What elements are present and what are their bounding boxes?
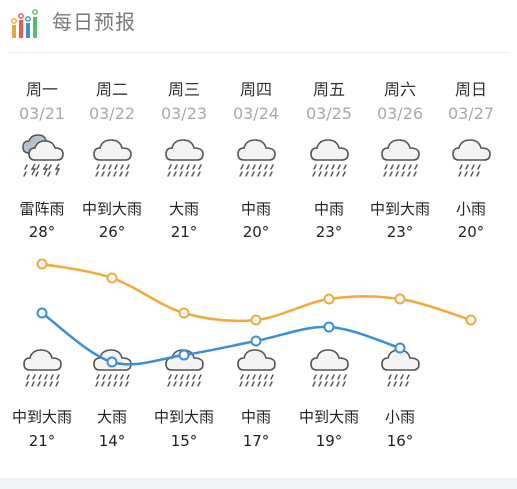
high-temp-line-point bbox=[36, 258, 48, 270]
high-temp-line bbox=[41, 262, 472, 323]
day-date: 03/26 bbox=[376, 104, 424, 123]
low-temp: 16° bbox=[386, 432, 414, 450]
light-rain-icon bbox=[452, 139, 491, 177]
day-condition: 中雨 bbox=[313, 200, 344, 218]
day-date: 03/21 bbox=[18, 104, 66, 123]
high-temp: 20° bbox=[242, 223, 270, 241]
high-temp: 26° bbox=[98, 223, 126, 241]
low-temp-line-point bbox=[178, 349, 190, 361]
heavy-rain-icon bbox=[23, 349, 62, 387]
low-temp-line-point bbox=[394, 342, 406, 354]
high-temp-line-point bbox=[250, 314, 262, 326]
low-temp-line-point bbox=[106, 356, 118, 368]
page-title: 每日预报 bbox=[52, 10, 136, 34]
chart-bars-icon bbox=[11, 9, 38, 38]
day-date: 03/23 bbox=[160, 104, 208, 123]
high-temp-line-point bbox=[106, 272, 118, 284]
day-condition: 中雨 bbox=[240, 200, 271, 218]
high-temp: 23° bbox=[315, 223, 343, 241]
day-date: 03/27 bbox=[447, 104, 495, 123]
night-condition: 中到大雨 bbox=[11, 408, 72, 426]
rain-icon bbox=[237, 139, 276, 177]
low-temp-line bbox=[41, 311, 401, 366]
day-name: 周六 bbox=[383, 80, 416, 99]
high-temp: 23° bbox=[386, 223, 414, 241]
day-condition: 大雨 bbox=[168, 200, 199, 218]
rain-icon bbox=[237, 349, 276, 387]
night-condition: 大雨 bbox=[96, 408, 127, 426]
low-temp: 17° bbox=[242, 432, 270, 450]
high-temp-line-point bbox=[178, 307, 190, 319]
low-temp: 19° bbox=[315, 432, 343, 450]
day-condition: 中到大雨 bbox=[81, 200, 142, 218]
day-condition: 雷阵雨 bbox=[19, 200, 65, 218]
high-temp-line-point bbox=[465, 314, 477, 326]
low-temp-line-point bbox=[323, 321, 335, 333]
night-condition: 小雨 bbox=[384, 408, 415, 426]
heavy-rain-icon bbox=[165, 139, 204, 177]
day-date: 03/24 bbox=[232, 104, 280, 123]
night-condition: 中到大雨 bbox=[153, 408, 214, 426]
divider bbox=[8, 52, 509, 53]
low-temp: 21° bbox=[28, 432, 56, 450]
header: 每日预报 bbox=[0, 0, 517, 53]
high-temp: 21° bbox=[170, 223, 198, 241]
day-name: 周日 bbox=[454, 80, 487, 99]
day-date: 03/25 bbox=[305, 104, 353, 123]
day-condition: 中到大雨 bbox=[369, 200, 430, 218]
heavy-rain-icon bbox=[93, 139, 132, 177]
low-temp: 15° bbox=[170, 432, 198, 450]
night-condition: 中到大雨 bbox=[298, 408, 359, 426]
low-temp: 14° bbox=[98, 432, 126, 450]
thunderstorm-icon bbox=[22, 134, 64, 177]
rain-icon bbox=[310, 139, 349, 177]
day-condition: 小雨 bbox=[455, 200, 486, 218]
day-name: 周二 bbox=[95, 80, 128, 99]
low-temp-line-point bbox=[36, 307, 48, 319]
day-name: 周三 bbox=[167, 80, 200, 99]
heavy-rain-icon bbox=[310, 349, 349, 387]
low-temp-line-point bbox=[250, 335, 262, 347]
high-temp-line-point bbox=[323, 293, 335, 305]
day-name: 周四 bbox=[239, 80, 272, 99]
bottom-bar bbox=[0, 478, 517, 489]
high-temp-line-point bbox=[394, 293, 406, 305]
light-rain-icon bbox=[381, 349, 420, 387]
heavy-rain-icon bbox=[381, 139, 420, 177]
day-name: 周一 bbox=[25, 80, 58, 99]
day-name: 周五 bbox=[312, 80, 345, 99]
high-temp: 20° bbox=[457, 223, 485, 241]
day-date: 03/22 bbox=[88, 104, 136, 123]
high-temp: 28° bbox=[28, 223, 56, 241]
night-condition: 中雨 bbox=[240, 408, 271, 426]
